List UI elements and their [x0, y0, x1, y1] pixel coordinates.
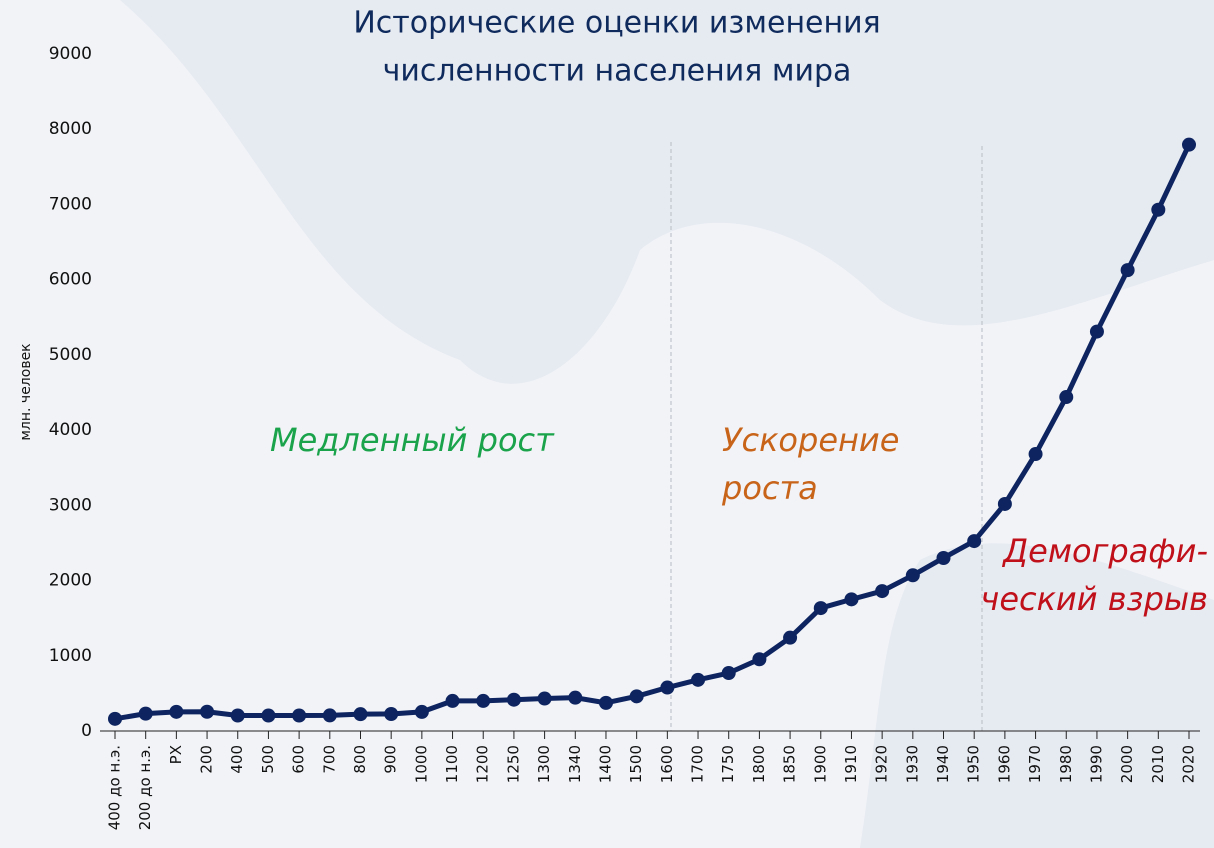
point: [537, 691, 552, 706]
x-tick-label: 1970: [1026, 745, 1044, 783]
point: [230, 708, 245, 723]
chart-title: численности населения мира: [383, 54, 852, 89]
x-tick-label: 600: [290, 745, 308, 774]
point: [691, 672, 706, 687]
point: [997, 496, 1012, 511]
point: [292, 708, 307, 723]
x-tick-label: 1990: [1087, 745, 1105, 783]
y-tick-label: 3000: [49, 495, 92, 515]
x-tick-label: 2000: [1118, 745, 1136, 783]
y-tick-label: 9000: [49, 44, 92, 64]
x-tick-label: 200 до н.э.: [136, 745, 154, 830]
y-tick-label: 2000: [49, 571, 92, 591]
x-tick-label: 700: [320, 745, 338, 774]
y-tick-label: 1000: [49, 646, 92, 666]
map-shape: [120, 0, 1214, 384]
chart-title: Исторические оценки изменения: [353, 6, 880, 41]
point: [322, 708, 337, 723]
x-tick-label: 1000: [412, 745, 430, 783]
x-tick-label: 800: [351, 745, 369, 774]
point: [844, 592, 859, 607]
x-tick-label: 1340: [566, 745, 584, 783]
x-tick-label: 400 до н.э.: [106, 745, 124, 830]
point: [936, 550, 951, 565]
annotation: Ускорение: [722, 421, 899, 459]
point: [261, 708, 276, 723]
x-tick-label: 1910: [842, 745, 860, 783]
point: [384, 706, 399, 721]
point: [905, 568, 920, 583]
x-tick-label: 400: [228, 745, 246, 774]
annotation: ческий взрыв: [980, 580, 1208, 618]
map-shape: [860, 543, 1214, 848]
x-tick-label: 500: [259, 745, 277, 774]
x-tick-label: 1920: [873, 745, 891, 783]
x-tick-label: 1700: [689, 745, 707, 783]
x-tick-label: 1250: [504, 745, 522, 783]
point: [353, 707, 368, 722]
x-tick-label: 1800: [750, 745, 768, 783]
y-tick-label: 7000: [49, 194, 92, 214]
y-axis-label: млн. человек: [18, 343, 34, 440]
point: [875, 584, 890, 599]
annotation: Медленный рост: [270, 421, 555, 459]
x-tick-label: 900: [382, 745, 400, 774]
point: [629, 689, 644, 704]
point: [598, 695, 613, 710]
x-tick-label: 2010: [1149, 745, 1167, 783]
point: [445, 693, 460, 708]
x-tick-label: 1850: [781, 745, 799, 783]
point: [1120, 263, 1135, 278]
point: [1182, 137, 1196, 152]
point: [108, 711, 122, 726]
x-tick-label: 1300: [535, 745, 553, 783]
x-tick-label: 1400: [596, 745, 614, 783]
point: [1059, 390, 1074, 405]
x-tick-label: 1200: [474, 745, 492, 783]
y-tick-label: 6000: [49, 270, 92, 290]
point: [752, 652, 767, 667]
point: [506, 692, 521, 707]
x-tick-label: 1600: [658, 745, 676, 783]
point: [138, 706, 153, 721]
x-tick-label: 1980: [1057, 745, 1075, 783]
point: [813, 601, 828, 616]
point: [1028, 447, 1043, 462]
point: [783, 630, 798, 645]
annotation: Демографи-: [1001, 532, 1208, 570]
x-tick-label: 200: [198, 745, 216, 774]
x-tick-label: 1100: [443, 745, 461, 783]
x-tick-label: 1930: [903, 745, 921, 783]
x-tick-label: РХ: [167, 745, 185, 764]
point: [476, 693, 491, 708]
x-tick-label: 1500: [627, 745, 645, 783]
x-tick-label: 1950: [965, 745, 983, 783]
point: [568, 690, 583, 705]
x-tick-label: 1900: [811, 745, 829, 783]
point: [660, 680, 675, 695]
y-tick-label: 4000: [49, 420, 92, 440]
y-tick-label: 8000: [49, 119, 92, 139]
point: [200, 704, 215, 719]
point: [1089, 324, 1104, 339]
x-tick-label: 1960: [995, 745, 1013, 783]
y-tick-label: 5000: [49, 345, 92, 365]
annotation: роста: [721, 469, 818, 507]
x-tick-label: 2020: [1180, 745, 1198, 783]
point: [414, 704, 429, 719]
point: [721, 666, 736, 681]
point: [169, 704, 184, 719]
point: [1151, 202, 1166, 217]
y-tick-label: 0: [81, 721, 92, 741]
point: [967, 534, 982, 549]
x-tick-label: 1940: [934, 745, 952, 783]
x-tick-label: 1750: [719, 745, 737, 783]
